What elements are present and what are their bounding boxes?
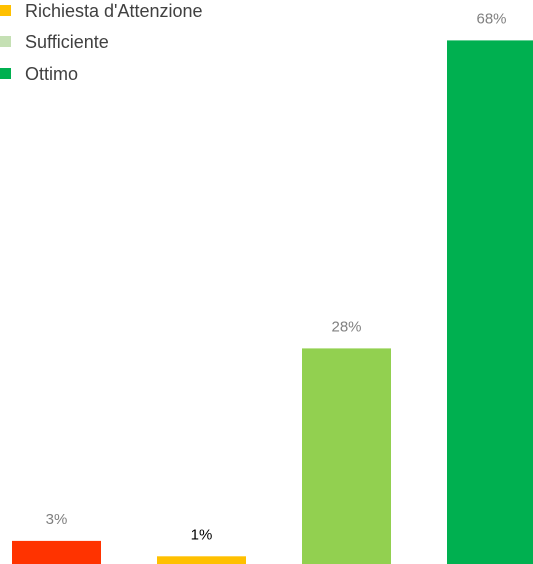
legend-label-sufficiente: Sufficiente [25,32,109,52]
data-label-4: 68% [476,10,506,27]
bars-group [12,40,533,564]
legend-label-richiesta: Richiesta d'Attenzione [25,1,203,21]
bar-1 [12,540,101,564]
data-label-2: 1% [191,526,213,543]
data-label-3: 28% [331,318,361,335]
legend-swatch-ottimo [0,68,11,79]
bar-4 [447,40,533,564]
data-labels-group: 3% 1% 28% 68% [46,10,507,543]
data-label-1: 3% [46,511,68,528]
bar-2 [157,556,246,564]
legend-swatch-sufficiente [0,36,11,47]
legend-swatch-richiesta [0,5,11,16]
bar-3 [302,348,391,564]
legend-label-ottimo: Ottimo [25,64,79,84]
